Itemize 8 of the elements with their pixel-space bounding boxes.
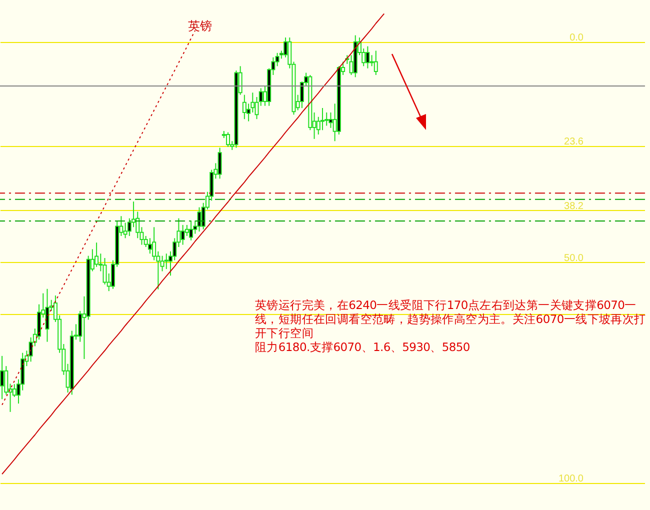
- text: 英镑: [188, 19, 212, 33]
- y-tick-label: 100.0: [558, 473, 584, 484]
- y-tick-label: 23.6: [564, 136, 584, 148]
- y-tick-label: 50.0: [564, 252, 584, 264]
- y-tick-label: 38.2: [564, 200, 584, 212]
- annotation: 英镑运行完美，在6240一线受阻下行170点左右到达第一关键支撑6070一线，短期任在回调看空范畴，趋势操作高空为主。关注6070一线下坡再次打开下行空间: [255, 298, 647, 340]
- y-tick-label: 0.0: [570, 32, 584, 44]
- annotation: 阻力6180.支撑6070、1.6、5930、5850: [255, 340, 471, 354]
